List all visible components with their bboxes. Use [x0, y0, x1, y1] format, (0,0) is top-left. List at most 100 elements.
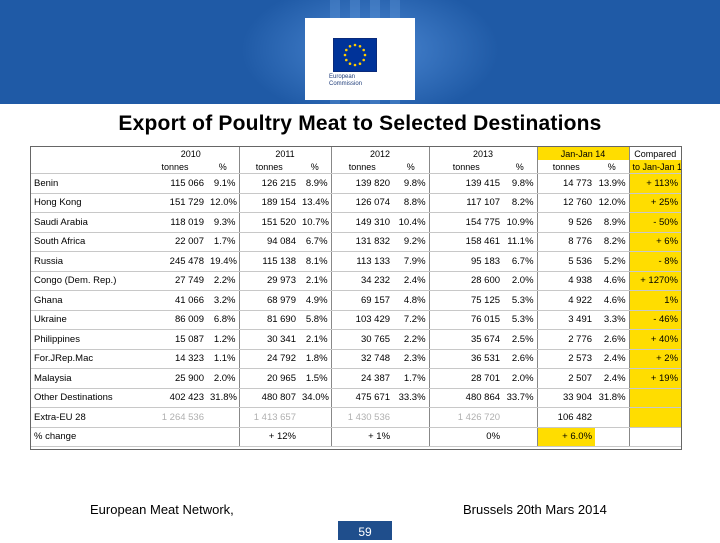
table-cell: 149 310	[331, 212, 394, 233]
unit-header: %	[595, 160, 630, 174]
table-cell	[299, 427, 332, 447]
table-cell: 28 600	[429, 271, 504, 291]
table-cell: 69 157	[331, 290, 394, 311]
table-cell: 14 323	[143, 349, 207, 369]
table-cell: 15 087	[143, 329, 207, 350]
table-cell: 113 133	[331, 251, 394, 272]
table-row: Malaysia 25 900 2.0% 20 965 1.5% 24 387 1.7% 28…	[31, 368, 682, 389]
table-cell: 9.2%	[393, 232, 430, 252]
table-cell: 10.7%	[299, 212, 332, 233]
table-cell: 33.3%	[393, 388, 430, 408]
eu-flag-icon	[333, 38, 377, 72]
table-cell: 9.1%	[207, 173, 240, 194]
table-cell: 10.4%	[393, 212, 430, 233]
table-cell: - 8%	[629, 251, 682, 272]
table-cell: 13.4%	[299, 193, 332, 213]
table-cell	[299, 407, 332, 428]
unit-header: tonnes	[537, 160, 596, 174]
table-cell: + 6.0%	[537, 427, 596, 447]
table-cell: 5.2%	[595, 251, 630, 272]
table-cell: 139 415	[429, 173, 504, 194]
row-label: Ghana	[31, 290, 143, 311]
table-cell	[595, 427, 630, 447]
table-cell: 2.4%	[393, 271, 430, 291]
table-row: For.JRep.Mac 14 323 1.1% 24 792 1.8% 32 748 2.…	[31, 349, 682, 369]
table-cell: - 46%	[629, 310, 682, 330]
table-cell: 4.8%	[393, 290, 430, 311]
data-table: 2010 2011 2012 2013 Jan-Jan 14 Compared …	[31, 147, 682, 447]
table-cell: 1 264 536	[143, 407, 207, 428]
table-cell: 151 729	[143, 193, 207, 213]
table-cell: 2.1%	[299, 329, 332, 350]
table-cell	[503, 427, 538, 447]
table-row: Other Destinations 402 423 31.8% 480 807 34.…	[31, 388, 682, 408]
table-cell: 24 387	[331, 368, 394, 389]
unit-header: tonnes	[143, 160, 207, 174]
table-cell: + 2%	[629, 349, 682, 369]
year-2012-header: 2012	[331, 147, 430, 160]
table-cell: 4.9%	[299, 290, 332, 311]
table-cell: 475 671	[331, 388, 394, 408]
table-cell: 68 979	[239, 290, 299, 311]
table-cell: 2.0%	[207, 368, 240, 389]
row-label: South Africa	[31, 232, 143, 252]
table-cell	[207, 407, 240, 428]
table-cell: 8.1%	[299, 251, 332, 272]
table-cell: 8.2%	[503, 193, 538, 213]
table-cell: - 50%	[629, 212, 682, 233]
table-cell	[629, 407, 682, 428]
table-cell: 5 536	[537, 251, 596, 272]
footer-organization: European Meat Network,	[90, 502, 234, 517]
table-row: Congo (Dem. Rep.) 27 749 2.2% 29 973 2.1% 34 …	[31, 271, 682, 291]
table-cell: 11.1%	[503, 232, 538, 252]
table-cell: 6.7%	[299, 232, 332, 252]
table-cell: 8.9%	[299, 173, 332, 194]
year-2013-header: 2013	[429, 147, 538, 160]
table-cell: 9.8%	[503, 173, 538, 194]
european-commission-logo: European Commission	[305, 18, 415, 100]
row-label: Ukraine	[31, 310, 143, 330]
table-cell: 151 520	[239, 212, 299, 233]
table-cell: 36 531	[429, 349, 504, 369]
table-cell: + 6%	[629, 232, 682, 252]
table-cell: 3.3%	[595, 310, 630, 330]
table-cell: 5.8%	[299, 310, 332, 330]
row-label: For.JRep.Mac	[31, 349, 143, 369]
table-cell: 2.2%	[393, 329, 430, 350]
table-cell: 0%	[429, 427, 504, 447]
row-label: Congo (Dem. Rep.)	[31, 271, 143, 291]
table-cell: 31.8%	[207, 388, 240, 408]
table-cell: 1.1%	[207, 349, 240, 369]
table-cell: 5.3%	[503, 290, 538, 311]
table-cell: 1.2%	[207, 329, 240, 350]
table-cell: 402 423	[143, 388, 207, 408]
unit-header: %	[207, 160, 240, 174]
table-cell: 2.0%	[503, 368, 538, 389]
unit-header: %	[299, 160, 332, 174]
table-cell	[207, 427, 240, 447]
table-cell: 126 074	[331, 193, 394, 213]
table-cell: 34 232	[331, 271, 394, 291]
unit-header: %	[503, 160, 538, 174]
table-body: 2010 2011 2012 2013 Jan-Jan 14 Compared …	[31, 147, 682, 447]
export-table: 2010 2011 2012 2013 Jan-Jan 14 Compared …	[30, 146, 682, 450]
row-label: Russia	[31, 251, 143, 272]
table-cell: 75 125	[429, 290, 504, 311]
table-cell: 25 900	[143, 368, 207, 389]
header-banner: European Commission	[0, 0, 720, 104]
table-cell: 2.2%	[207, 271, 240, 291]
row-label: Malaysia	[31, 368, 143, 389]
slide-title: Export of Poultry Meat to Selected Desti…	[118, 112, 602, 135]
table-cell: 1 413 657	[239, 407, 299, 428]
table-row: Philippines 15 087 1.2% 30 341 2.1% 30 765 2.2…	[31, 329, 682, 350]
table-cell	[629, 388, 682, 408]
table-cell: 5.3%	[503, 310, 538, 330]
table-cell: 115 066	[143, 173, 207, 194]
table-row: Ukraine 86 009 6.8% 81 690 5.8% 103 429 7.2% 76…	[31, 310, 682, 330]
table-cell: 35 674	[429, 329, 504, 350]
table-cell: 139 820	[331, 173, 394, 194]
table-cell: 1.5%	[299, 368, 332, 389]
table-cell: 12 760	[537, 193, 596, 213]
table-cell: 7.9%	[393, 251, 430, 272]
table-cell: 1.7%	[393, 368, 430, 389]
